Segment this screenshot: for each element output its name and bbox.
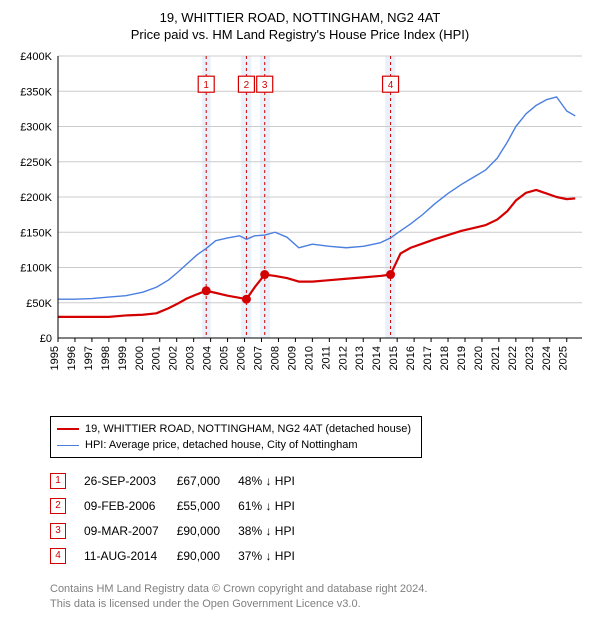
sale-delta: 48% ↓ HPI bbox=[238, 468, 313, 493]
sale-marker: 3 bbox=[50, 523, 66, 539]
svg-text:£50K: £50K bbox=[26, 298, 52, 310]
svg-text:2018: 2018 bbox=[439, 346, 451, 370]
sale-date: 11-AUG-2014 bbox=[84, 543, 177, 568]
svg-text:2015: 2015 bbox=[388, 346, 400, 370]
svg-text:1999: 1999 bbox=[117, 346, 129, 370]
svg-text:2010: 2010 bbox=[303, 346, 315, 370]
chart: £0 £50K £100K £150K £200K £250K £300K £350K £400… bbox=[10, 50, 590, 380]
sale-price: £90,000 bbox=[177, 518, 238, 543]
footnote: Contains HM Land Registry data © Crown c… bbox=[50, 582, 590, 612]
chart-subtitle: Price paid vs. HM Land Registry's House … bbox=[10, 27, 590, 42]
svg-text:£200K: £200K bbox=[20, 192, 52, 204]
svg-text:2009: 2009 bbox=[286, 346, 298, 370]
svg-text:2021: 2021 bbox=[490, 346, 502, 370]
sale-delta: 38% ↓ HPI bbox=[238, 518, 313, 543]
legend-row: 19, WHITTIER ROAD, NOTTINGHAM, NG2 4AT (… bbox=[57, 421, 411, 437]
svg-text:2001: 2001 bbox=[151, 346, 163, 370]
sales-table: 1 26-SEP-2003£67,00048% ↓ HPI 2 09-FEB-2006… bbox=[50, 468, 590, 568]
legend-row: HPI: Average price, detached house, City… bbox=[57, 437, 411, 453]
svg-text:2000: 2000 bbox=[134, 346, 146, 370]
svg-text:£350K: £350K bbox=[20, 86, 52, 98]
svg-text:2025: 2025 bbox=[558, 346, 570, 370]
legend: 19, WHITTIER ROAD, NOTTINGHAM, NG2 4AT (… bbox=[50, 416, 422, 458]
svg-text:3: 3 bbox=[262, 80, 268, 91]
svg-text:2002: 2002 bbox=[168, 346, 180, 370]
legend-label: HPI: Average price, detached house, City… bbox=[85, 437, 358, 453]
svg-text:2007: 2007 bbox=[252, 346, 264, 370]
svg-text:2023: 2023 bbox=[524, 346, 536, 370]
svg-text:2005: 2005 bbox=[219, 346, 231, 370]
sale-marker: 2 bbox=[50, 498, 66, 514]
sale-delta: 37% ↓ HPI bbox=[238, 543, 313, 568]
svg-text:1: 1 bbox=[203, 80, 209, 91]
svg-text:2011: 2011 bbox=[320, 346, 332, 370]
sale-price: £67,000 bbox=[177, 468, 238, 493]
sale-date: 09-MAR-2007 bbox=[84, 518, 177, 543]
sale-price: £90,000 bbox=[177, 543, 238, 568]
svg-text:£150K: £150K bbox=[20, 227, 52, 239]
sale-row: 1 26-SEP-2003£67,00048% ↓ HPI bbox=[50, 468, 313, 493]
svg-text:£0: £0 bbox=[40, 333, 52, 345]
sale-price: £55,000 bbox=[177, 493, 238, 518]
svg-text:2012: 2012 bbox=[337, 346, 349, 370]
svg-text:2: 2 bbox=[244, 80, 250, 91]
chart-title: 19, WHITTIER ROAD, NOTTINGHAM, NG2 4AT bbox=[10, 10, 590, 25]
svg-text:2008: 2008 bbox=[269, 346, 281, 370]
svg-text:1996: 1996 bbox=[66, 346, 78, 370]
svg-text:1997: 1997 bbox=[83, 346, 95, 370]
svg-text:2022: 2022 bbox=[507, 346, 519, 370]
svg-text:2013: 2013 bbox=[354, 346, 366, 370]
svg-text:2006: 2006 bbox=[236, 346, 248, 370]
svg-text:£300K: £300K bbox=[20, 122, 52, 134]
svg-text:2017: 2017 bbox=[422, 346, 434, 370]
svg-text:2016: 2016 bbox=[405, 346, 417, 370]
svg-text:2003: 2003 bbox=[185, 346, 197, 370]
legend-label: 19, WHITTIER ROAD, NOTTINGHAM, NG2 4AT (… bbox=[85, 421, 411, 437]
svg-text:1998: 1998 bbox=[100, 346, 112, 370]
svg-text:4: 4 bbox=[388, 80, 394, 91]
sale-row: 3 09-MAR-2007£90,00038% ↓ HPI bbox=[50, 518, 313, 543]
legend-swatch bbox=[57, 445, 79, 446]
sale-date: 09-FEB-2006 bbox=[84, 493, 177, 518]
svg-text:£100K: £100K bbox=[20, 263, 52, 275]
chart-svg: £0 £50K £100K £150K £200K £250K £300K £350K £400… bbox=[10, 50, 590, 380]
footnote-line: This data is licensed under the Open Gov… bbox=[50, 597, 590, 612]
svg-text:2024: 2024 bbox=[541, 346, 553, 370]
legend-swatch bbox=[57, 428, 79, 430]
footnote-line: Contains HM Land Registry data © Crown c… bbox=[50, 582, 590, 597]
sale-row: 2 09-FEB-2006£55,00061% ↓ HPI bbox=[50, 493, 313, 518]
svg-text:2019: 2019 bbox=[456, 346, 468, 370]
sale-date: 26-SEP-2003 bbox=[84, 468, 177, 493]
svg-text:£250K: £250K bbox=[20, 157, 52, 169]
svg-text:2014: 2014 bbox=[371, 346, 383, 370]
sale-row: 4 11-AUG-2014£90,00037% ↓ HPI bbox=[50, 543, 313, 568]
sale-marker: 1 bbox=[50, 473, 66, 489]
svg-text:£400K: £400K bbox=[20, 51, 52, 63]
sale-marker: 4 bbox=[50, 548, 66, 564]
sale-delta: 61% ↓ HPI bbox=[238, 493, 313, 518]
svg-text:1995: 1995 bbox=[49, 346, 61, 370]
svg-text:2020: 2020 bbox=[473, 346, 485, 370]
svg-text:2004: 2004 bbox=[202, 346, 214, 370]
